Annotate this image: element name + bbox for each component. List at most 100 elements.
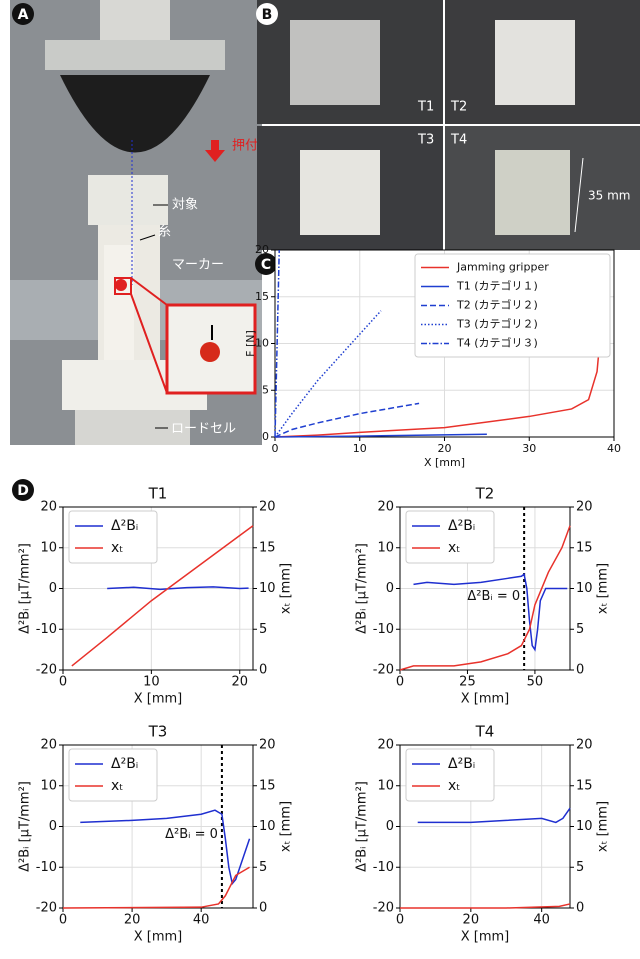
y2-tick-label: 5: [259, 860, 267, 875]
y2-tick-label: 10: [259, 819, 276, 834]
x-axis-label: X [mm]: [424, 456, 465, 469]
x-tick-label: 20: [124, 913, 141, 928]
x-tick-label: 50: [527, 675, 544, 690]
panel-label: D: [17, 483, 29, 499]
y2-tick-label: 10: [576, 819, 593, 834]
y2-tick-label: 0: [576, 663, 584, 678]
x-tick-label: 25: [459, 675, 476, 690]
x-tick-label: 0: [396, 675, 404, 690]
y-axis-label: Δ²Bᵢ [μT/mm²]: [18, 781, 33, 872]
y2-tick-label: 0: [259, 663, 267, 678]
x-tick-label: 0: [272, 442, 279, 455]
y-axis-label: F [N]: [244, 330, 257, 357]
photo-label: T1: [417, 100, 434, 115]
y2-axis-label: xₜ [mm]: [279, 801, 294, 852]
annotation: Δ²Bᵢ = 0: [165, 827, 218, 842]
x-tick-label: 10: [143, 675, 160, 690]
x-tick-label: 20: [231, 675, 248, 690]
y2-tick-label: 15: [259, 540, 276, 555]
x-axis-label: X [mm]: [134, 930, 183, 945]
y-tick-label: 0: [49, 581, 57, 596]
y2-axis-label: xₜ [mm]: [596, 563, 611, 614]
y-tick-label: -10: [373, 622, 394, 637]
x-tick-label: 30: [522, 442, 536, 455]
photo-label: T2: [450, 100, 467, 115]
y2-tick-label: 20: [576, 500, 593, 515]
photo-label: 対象: [172, 198, 198, 213]
photo-label: マーカー: [172, 258, 224, 273]
y-tick-label: 20: [40, 500, 57, 515]
y-tick-label: 20: [40, 738, 57, 753]
y2-axis-label: xₜ [mm]: [279, 563, 294, 614]
photo-label: T3: [417, 133, 434, 148]
photo-label: 押付: [232, 139, 258, 154]
y-axis-label: Δ²Bᵢ [μT/mm²]: [355, 543, 370, 634]
y-tick-label: 10: [377, 540, 394, 555]
y-tick-label: -20: [36, 663, 57, 678]
y-axis-label: Δ²Bᵢ [μT/mm²]: [18, 543, 33, 634]
legend-label: Δ²Bᵢ: [448, 518, 475, 534]
legend-label: Δ²Bᵢ: [111, 518, 138, 534]
y-tick-label: 5: [262, 383, 269, 396]
chart-title: T2: [475, 485, 495, 503]
legend-label: xₜ: [448, 778, 460, 794]
y-tick-label: -10: [36, 860, 57, 875]
y-tick-label: 10: [255, 337, 269, 350]
x-tick-label: 0: [396, 913, 404, 928]
y2-axis-label: xₜ [mm]: [596, 801, 611, 852]
x-tick-label: 10: [353, 442, 367, 455]
y-tick-label: 20: [377, 738, 394, 753]
photo-label: 35 mm: [588, 189, 630, 203]
y2-tick-label: 5: [259, 622, 267, 637]
legend-label: T1 (カテゴリ１): [456, 279, 538, 293]
y-tick-label: 20: [377, 500, 394, 515]
x-tick-label: 20: [463, 913, 480, 928]
y2-tick-label: 0: [576, 901, 584, 916]
chart-title: T1: [148, 485, 168, 503]
panel-label: B: [262, 7, 273, 23]
photo-label: 糸: [158, 225, 171, 240]
x-axis-label: X [mm]: [461, 930, 510, 945]
legend-label: xₜ: [111, 540, 123, 556]
legend-label: T4 (カテゴリ３): [456, 336, 538, 350]
y-tick-label: -20: [36, 901, 57, 916]
y2-tick-label: 5: [576, 860, 584, 875]
y-tick-label: 10: [40, 778, 57, 793]
x-tick-label: 20: [438, 442, 452, 455]
x-axis-label: X [mm]: [461, 692, 510, 707]
y2-tick-label: 10: [576, 581, 593, 596]
y-tick-label: 10: [40, 540, 57, 555]
x-tick-label: 40: [533, 913, 550, 928]
photo-a: A 押付 対象 糸 マーカー ロードセル: [10, 0, 262, 445]
chart-title: T3: [148, 723, 168, 741]
y-tick-label: 10: [377, 778, 394, 793]
legend-label: T2 (カテゴリ２): [456, 298, 538, 312]
y2-tick-label: 15: [576, 540, 593, 555]
y-tick-label: 0: [262, 430, 269, 443]
chart-title: T4: [475, 723, 495, 741]
y2-tick-label: 20: [259, 738, 276, 753]
y-tick-label: -20: [373, 663, 394, 678]
y2-tick-label: 20: [576, 738, 593, 753]
x-axis-label: X [mm]: [134, 692, 183, 707]
y2-tick-label: 15: [259, 778, 276, 793]
x-tick-label: 0: [59, 675, 67, 690]
x-tick-label: 40: [193, 913, 210, 928]
photo-label: T4: [450, 133, 467, 148]
photo-b: B T1 T2 T3 T4 35 mm: [256, 0, 640, 250]
y-tick-label: 0: [386, 819, 394, 834]
y-tick-label: 0: [49, 819, 57, 834]
photo-label: ロードセル: [171, 422, 236, 437]
legend-label: xₜ: [111, 778, 123, 794]
panel-label: C: [261, 257, 271, 273]
y-tick-label: 20: [255, 243, 269, 256]
x-tick-label: 40: [607, 442, 621, 455]
x-tick-label: 0: [59, 913, 67, 928]
y2-tick-label: 15: [576, 778, 593, 793]
y2-tick-label: 5: [576, 622, 584, 637]
y2-tick-label: 10: [259, 581, 276, 596]
y-axis-label: Δ²Bᵢ [μT/mm²]: [355, 781, 370, 872]
legend-label: Δ²Bᵢ: [111, 756, 138, 772]
y-tick-label: 15: [255, 290, 269, 303]
legend-label: Jamming gripper: [456, 261, 549, 274]
